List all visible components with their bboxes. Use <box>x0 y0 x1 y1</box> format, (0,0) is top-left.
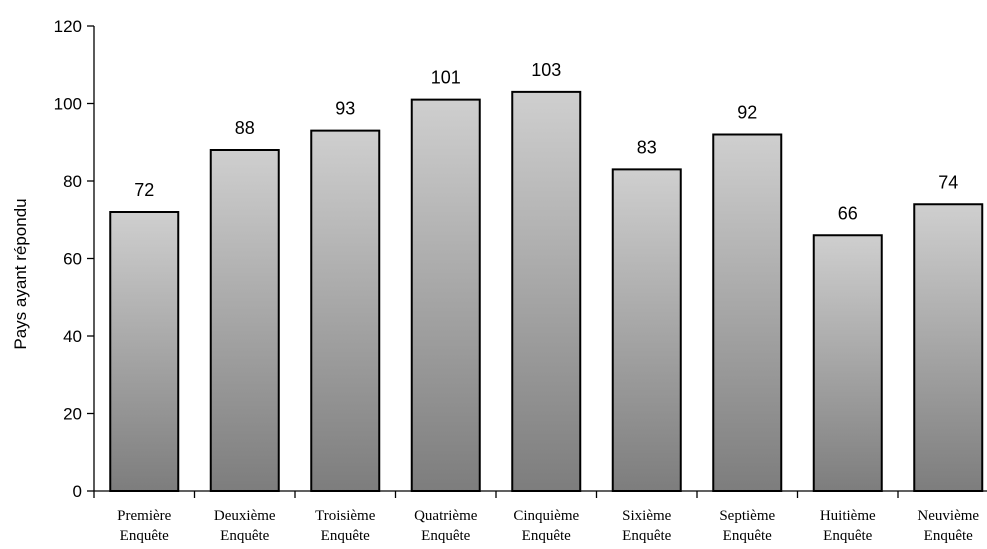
bar <box>209 149 280 492</box>
y-tick-label: 20 <box>63 405 82 424</box>
x-category-label: Neuvième Enquête <box>917 508 979 544</box>
bar-value-label: 88 <box>235 118 255 138</box>
y-axis-label: Pays ayant répondu <box>11 198 30 349</box>
bar-value-label: 72 <box>134 180 154 200</box>
bar <box>812 234 883 492</box>
bar-value-label: 74 <box>938 172 958 192</box>
bar-value-label: 66 <box>838 203 858 223</box>
bar <box>611 168 682 492</box>
x-category-label: Première Enquête <box>117 508 171 544</box>
x-category-label: Deuxième Enquête <box>214 508 276 544</box>
y-tick-label: 0 <box>73 482 82 501</box>
bar-value-label: 103 <box>531 60 561 80</box>
bar <box>511 90 582 492</box>
x-category-label: Huitième Enquête <box>820 508 876 544</box>
y-tick-label: 100 <box>54 95 82 114</box>
tick-labels: 0 20 40 60 80 100 120 Première Enquête Deuxième En… <box>54 17 980 544</box>
x-category-label: Septième Enquête <box>719 508 775 544</box>
y-tick-label: 80 <box>63 172 82 191</box>
bar-value-label: 83 <box>637 137 657 157</box>
bar-value-label: 92 <box>737 103 757 123</box>
x-category-label: Troisième Enquête <box>315 508 376 544</box>
bar <box>913 203 984 492</box>
bar-value-label: 101 <box>431 68 461 88</box>
bar <box>712 133 783 492</box>
value-labels: 72 88 93 101 103 83 92 66 74 <box>134 60 958 223</box>
bar <box>410 98 481 492</box>
bar <box>109 211 180 492</box>
bar-value-label: 93 <box>335 99 355 119</box>
x-category-label: Cinquième Enquête <box>513 508 579 544</box>
y-tick-label: 120 <box>54 17 82 36</box>
x-category-label: Sixième Enquête <box>622 508 672 544</box>
y-tick-label: 40 <box>63 327 82 346</box>
bars <box>109 90 984 492</box>
bar <box>310 129 381 492</box>
x-category-label: Quatrième Enquête <box>414 508 478 544</box>
y-tick-label: 60 <box>63 250 82 269</box>
